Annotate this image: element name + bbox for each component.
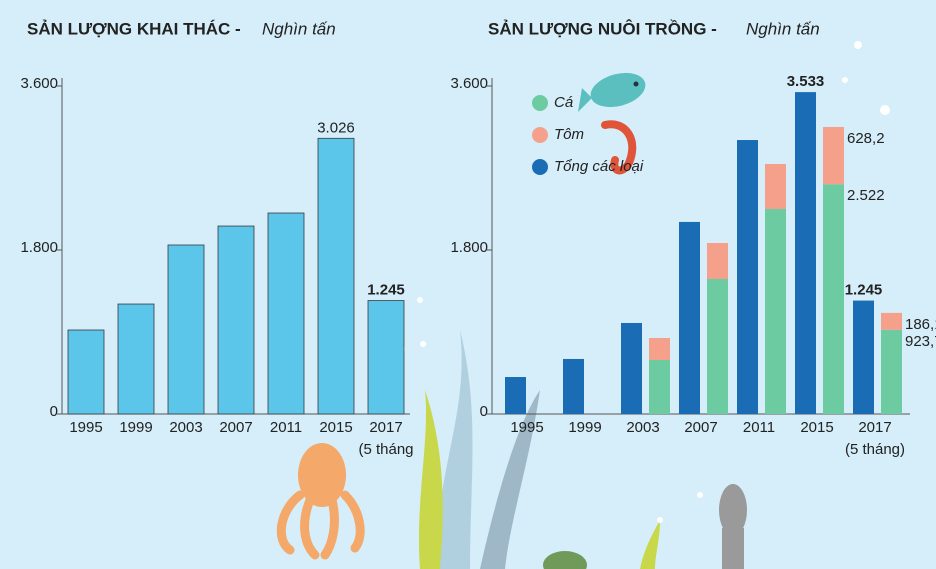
seaweed	[438, 330, 473, 569]
bar-segment	[881, 312, 902, 330]
legend-swatch	[532, 159, 548, 175]
legend-label: Tổng các loại	[554, 158, 644, 175]
bar-segment	[881, 329, 902, 414]
value-label: 1.245	[367, 282, 405, 299]
x-tick-label: 2015	[800, 419, 833, 436]
value-label: 1.245	[845, 282, 883, 299]
x-tick-label: 1999	[568, 419, 601, 436]
bar-segment	[563, 358, 584, 414]
chart-title: SẢN LƯỢNG NUÔI TRỒNG -	[488, 19, 717, 38]
period-note: (5 tháng	[358, 441, 413, 458]
legend-swatch	[532, 127, 548, 143]
bar	[217, 225, 255, 415]
x-tick-label: 2015	[319, 419, 352, 436]
fish-icon	[578, 72, 646, 112]
bar-segment	[853, 300, 874, 414]
bar-segment	[737, 140, 758, 415]
value-label: 923,7	[905, 333, 936, 350]
bar-segment	[795, 92, 816, 415]
x-tick-label: 2007	[219, 419, 252, 436]
x-tick-label: 2011	[270, 419, 302, 436]
seaweed	[640, 520, 660, 569]
period-note: (5 tháng)	[845, 441, 905, 458]
bar-segment	[621, 322, 642, 414]
x-tick-label: 2003	[169, 419, 202, 436]
legend-swatch	[532, 95, 548, 111]
value-label: 628,2	[847, 130, 885, 147]
x-tick-label: 2003	[626, 419, 659, 436]
bar-segment	[505, 377, 526, 414]
chart-unit: Nghìn tấn	[262, 19, 336, 38]
bar	[117, 303, 155, 415]
x-tick-label: 1999	[119, 419, 152, 436]
bar-segment	[679, 221, 700, 414]
value-label: 2.522	[847, 187, 885, 204]
bar-segment	[707, 278, 728, 414]
bar-segment	[649, 338, 670, 360]
y-tick-label: 0	[50, 403, 58, 420]
bar-segment	[823, 184, 844, 414]
decorations	[276, 41, 890, 569]
y-tick-label: 1.800	[20, 239, 58, 256]
value-label: 3.026	[317, 119, 355, 136]
bar	[317, 137, 355, 415]
y-tick-label: 3.600	[450, 75, 488, 92]
seaweed	[480, 390, 540, 569]
y-tick-label: 1.800	[450, 239, 488, 256]
bar	[367, 300, 405, 415]
bar-segment	[707, 242, 728, 279]
x-tick-label: 2007	[684, 419, 717, 436]
x-tick-label: 2017	[369, 419, 402, 436]
bar-segment	[823, 126, 844, 185]
chart-title: SẢN LƯỢNG KHAI THÁC -	[27, 19, 241, 38]
seaweed	[418, 390, 443, 569]
shrimp-icon	[601, 120, 637, 175]
bar	[267, 212, 305, 415]
value-label: 186,1	[905, 316, 936, 333]
x-tick-label: 1995	[510, 419, 543, 436]
legend-label: Cá	[554, 94, 573, 111]
chart-unit: Nghìn tấn	[746, 19, 820, 38]
bar-segment	[765, 163, 786, 209]
turtle	[543, 551, 587, 569]
octopus	[276, 443, 365, 560]
y-tick-label: 3.600	[20, 75, 58, 92]
x-tick-label: 1995	[69, 419, 102, 436]
squid	[719, 484, 747, 569]
x-tick-label: 2017	[858, 419, 891, 436]
bar-segment	[649, 359, 670, 414]
legend-label: Tôm	[554, 126, 584, 143]
bar	[67, 329, 105, 415]
bar-segment	[765, 209, 786, 414]
bar	[167, 244, 205, 415]
y-tick-label: 0	[480, 403, 488, 420]
x-tick-label: 2011	[743, 419, 775, 436]
value-label: 3.533	[787, 73, 825, 90]
